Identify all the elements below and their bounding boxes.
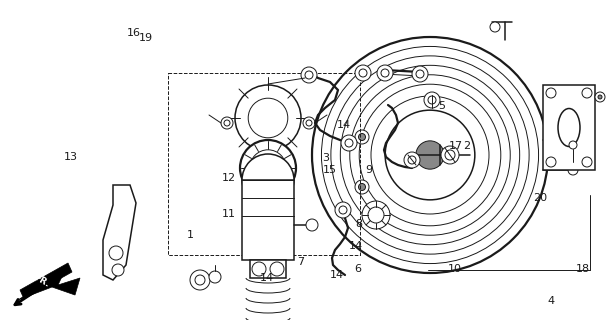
Text: 6: 6 <box>354 264 361 274</box>
Circle shape <box>350 75 510 235</box>
Circle shape <box>345 139 353 147</box>
Text: 14: 14 <box>336 120 351 130</box>
Circle shape <box>582 88 592 98</box>
Circle shape <box>355 180 369 194</box>
Circle shape <box>546 157 556 167</box>
Text: 13: 13 <box>64 152 77 162</box>
Circle shape <box>546 88 556 98</box>
Circle shape <box>598 95 602 99</box>
Text: 1: 1 <box>187 230 194 240</box>
Text: FR.: FR. <box>33 273 52 289</box>
Circle shape <box>595 92 605 102</box>
Circle shape <box>445 150 455 160</box>
Circle shape <box>270 262 284 276</box>
Circle shape <box>190 270 210 290</box>
Circle shape <box>582 157 592 167</box>
Text: 4: 4 <box>548 296 555 306</box>
Text: 3: 3 <box>322 153 329 164</box>
Circle shape <box>335 202 351 218</box>
Text: 7: 7 <box>297 257 305 268</box>
Circle shape <box>385 110 475 200</box>
Circle shape <box>381 69 389 77</box>
Text: 10: 10 <box>448 264 461 274</box>
Bar <box>250 260 286 278</box>
Text: 20: 20 <box>533 193 548 204</box>
Circle shape <box>250 150 286 186</box>
Text: 18: 18 <box>576 264 591 274</box>
Circle shape <box>368 207 384 223</box>
Circle shape <box>242 154 294 206</box>
Circle shape <box>252 262 266 276</box>
Text: 11: 11 <box>222 209 236 220</box>
Text: 15: 15 <box>323 164 336 175</box>
Circle shape <box>569 141 577 149</box>
Circle shape <box>404 152 420 168</box>
Circle shape <box>359 183 365 190</box>
Circle shape <box>359 69 367 77</box>
Circle shape <box>568 165 578 175</box>
Circle shape <box>224 120 230 126</box>
Circle shape <box>412 66 428 82</box>
Text: 9: 9 <box>365 164 372 175</box>
Text: 14: 14 <box>260 273 274 284</box>
Circle shape <box>441 146 459 164</box>
Circle shape <box>109 246 123 260</box>
Circle shape <box>322 46 538 264</box>
Bar <box>168 73 360 255</box>
Circle shape <box>371 96 489 214</box>
Circle shape <box>306 120 312 126</box>
Circle shape <box>355 65 371 81</box>
Circle shape <box>377 65 393 81</box>
Circle shape <box>416 141 444 169</box>
Text: 16: 16 <box>127 28 141 38</box>
Circle shape <box>408 156 416 164</box>
Text: 12: 12 <box>222 172 236 183</box>
Text: 17: 17 <box>448 140 463 151</box>
Circle shape <box>359 84 501 226</box>
Circle shape <box>209 271 221 283</box>
Circle shape <box>568 135 578 145</box>
Polygon shape <box>18 270 80 300</box>
Circle shape <box>341 135 357 151</box>
Circle shape <box>424 92 440 108</box>
Bar <box>242 180 294 260</box>
Ellipse shape <box>558 108 580 147</box>
Circle shape <box>359 133 365 140</box>
Circle shape <box>248 98 288 138</box>
Bar <box>543 85 595 170</box>
Circle shape <box>221 117 233 129</box>
Text: 8: 8 <box>356 219 363 229</box>
Circle shape <box>362 201 390 229</box>
Text: 14: 14 <box>329 270 344 280</box>
Circle shape <box>416 70 424 78</box>
Circle shape <box>303 117 315 129</box>
Circle shape <box>305 71 313 79</box>
Circle shape <box>312 37 548 273</box>
Text: 2: 2 <box>463 140 470 151</box>
Circle shape <box>339 206 347 214</box>
Circle shape <box>306 219 318 231</box>
Circle shape <box>301 67 317 83</box>
Text: 5: 5 <box>438 100 446 111</box>
Circle shape <box>340 65 519 245</box>
Circle shape <box>240 140 296 196</box>
Polygon shape <box>20 263 72 299</box>
Circle shape <box>428 96 436 104</box>
Circle shape <box>235 85 301 151</box>
Circle shape <box>195 275 205 285</box>
Circle shape <box>355 130 369 144</box>
Text: 19: 19 <box>139 33 154 43</box>
Circle shape <box>490 22 500 32</box>
Circle shape <box>331 56 529 254</box>
Circle shape <box>112 264 124 276</box>
Text: 14: 14 <box>349 241 363 252</box>
